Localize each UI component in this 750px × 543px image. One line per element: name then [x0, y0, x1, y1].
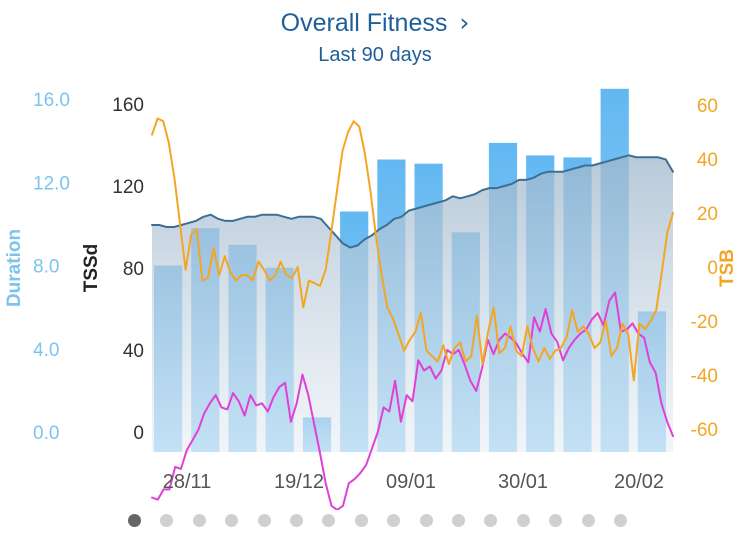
- duration-tick-label: 12.0: [33, 173, 70, 194]
- page-dot[interactable]: [160, 514, 174, 527]
- x-tick-label: 20/02: [614, 471, 664, 493]
- chart-axes: 0.0 4.0 8.0 12.0 16.0 0 40 80 120 160 -60 -40 -20 0 20…: [4, 90, 738, 493]
- tssd-line: [151, 154, 674, 249]
- duration-axis-label: Duration: [4, 229, 25, 307]
- page-indicator[interactable]: [0, 514, 750, 534]
- fitness-chart: 0.0 4.0 8.0 12.0 16.0 0 40 80 120 160 -60 -40 -20 0 20…: [4, 88, 738, 510]
- chevron-right-icon[interactable]: ›: [459, 8, 470, 37]
- page-dot[interactable]: [452, 514, 465, 527]
- page-dot[interactable]: [128, 514, 141, 527]
- tsb-tick-label: -60: [691, 420, 718, 441]
- tsb-tick-label: 20: [697, 204, 718, 225]
- duration-tick-label: 16.0: [33, 90, 70, 111]
- page-dot[interactable]: [354, 514, 368, 527]
- chart-lines: [151, 117, 674, 510]
- tssd-area: [152, 155, 673, 453]
- page-dot[interactable]: [516, 514, 530, 527]
- page-dot[interactable]: [225, 514, 239, 527]
- tsb-tick-label: -20: [691, 312, 718, 333]
- x-tick-label: 09/01: [386, 471, 436, 493]
- tsb-tick-label: -40: [691, 366, 718, 387]
- duration-tick-label: 4.0: [33, 340, 59, 361]
- page-dot[interactable]: [549, 514, 563, 527]
- tsb-tick-label: 40: [697, 150, 718, 171]
- duration-tick-label: 0.0: [33, 423, 59, 444]
- tssd-axis-label: TSSd: [81, 244, 102, 293]
- tsb-tick-label: 0: [707, 258, 718, 279]
- x-tick-label: 19/12: [274, 471, 324, 493]
- tssd-tick-label: 80: [123, 259, 144, 280]
- x-tick-label: 28/11: [163, 471, 212, 493]
- tsb-line: [151, 117, 674, 382]
- tssd-tick-label: 160: [112, 95, 144, 116]
- chart-title-row[interactable]: Overall Fitness ›: [0, 8, 750, 38]
- tsb-axis-label: TSB: [717, 249, 738, 287]
- tssd-fill: [152, 155, 673, 453]
- page-dot[interactable]: [581, 514, 595, 527]
- page-dot[interactable]: [419, 514, 433, 527]
- chart-title[interactable]: Overall Fitness: [280, 9, 448, 37]
- page-dot[interactable]: [290, 514, 303, 527]
- x-tick-label: 30/01: [498, 471, 548, 493]
- page-dot[interactable]: [387, 514, 401, 527]
- page-dot[interactable]: [614, 514, 627, 527]
- tssd-tick-label: 0: [133, 423, 144, 444]
- page-dot[interactable]: [484, 514, 498, 527]
- tssd-tick-label: 120: [112, 177, 144, 198]
- page-dot[interactable]: [192, 514, 206, 527]
- page-dot[interactable]: [322, 514, 336, 527]
- chart-subtitle: Last 90 days: [318, 44, 432, 66]
- page-dot[interactable]: [257, 514, 271, 527]
- tsb-tick-label: 60: [697, 96, 718, 117]
- duration-tick-label: 8.0: [33, 257, 59, 278]
- tssd-tick-label: 40: [123, 341, 144, 362]
